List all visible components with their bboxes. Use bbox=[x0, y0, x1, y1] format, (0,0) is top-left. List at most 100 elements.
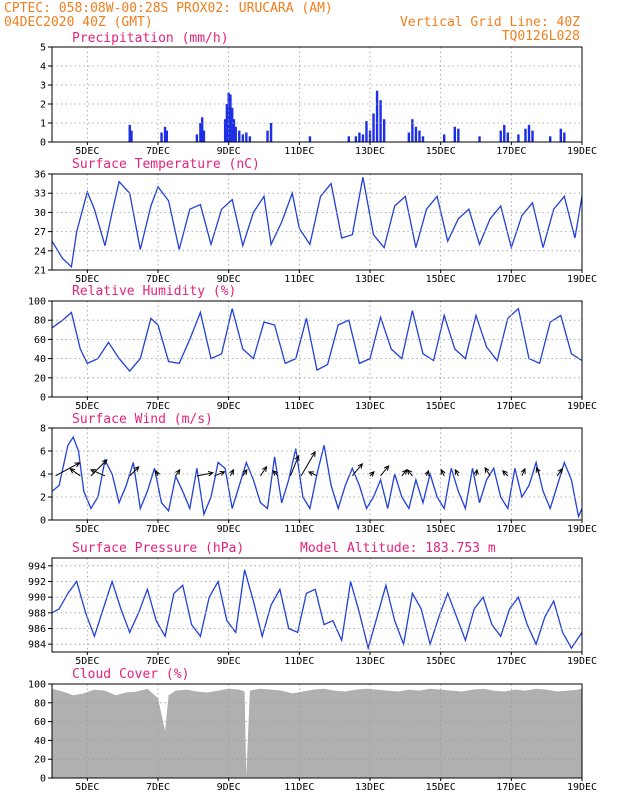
wind-arrow bbox=[484, 466, 491, 477]
header-location: CPTEC: 058:08W-00:28S PROX02: URUCARA (A… bbox=[4, 1, 333, 16]
precip-bar bbox=[248, 136, 252, 142]
panel-pressure: 984 986 988 990 992 994 5DEC 7DEC 9DEC 11DEC 13DEC… bbox=[28, 557, 597, 667]
precip-bar bbox=[232, 119, 236, 142]
precip-bar bbox=[160, 132, 163, 142]
x-tick-label: 13DEC bbox=[355, 401, 385, 412]
wind-arrow bbox=[556, 467, 563, 477]
y-tick-label: 60 bbox=[34, 335, 46, 346]
precip-bar bbox=[418, 130, 421, 142]
wind-series-line bbox=[51, 435, 583, 519]
y-tick-label: 990 bbox=[28, 593, 46, 604]
wind-arrow bbox=[406, 468, 413, 477]
x-tick-label: 17DEC bbox=[496, 274, 526, 285]
y-tick-label: 40 bbox=[34, 736, 46, 747]
y-tick-label: 20 bbox=[34, 755, 46, 766]
y-tick-label: 8 bbox=[40, 424, 46, 435]
precip-bar bbox=[241, 134, 244, 142]
x-tick-label: 17DEC bbox=[496, 401, 526, 412]
x-tick-label: 7DEC bbox=[146, 782, 170, 793]
precip-bar bbox=[368, 130, 372, 142]
y-tick-label: 27 bbox=[34, 227, 46, 238]
y-tick-label: 986 bbox=[28, 624, 46, 635]
wind-arrow bbox=[300, 450, 316, 477]
x-tick-label: 11DEC bbox=[284, 274, 314, 285]
x-tick-label: 11DEC bbox=[284, 146, 314, 157]
precipitation-frame bbox=[51, 46, 583, 143]
y-tick-label: 30 bbox=[34, 208, 46, 219]
x-tick-label: 17DEC bbox=[496, 524, 526, 535]
x-tick-label: 15DEC bbox=[426, 656, 456, 667]
precip-bar bbox=[407, 132, 411, 142]
precip-bar bbox=[200, 117, 204, 142]
precip-bar bbox=[414, 126, 418, 142]
y-tick-label: 100 bbox=[28, 680, 46, 691]
y-tick-label: 21 bbox=[34, 266, 46, 277]
y-tick-label: 0 bbox=[40, 774, 46, 785]
x-tick-label: 11DEC bbox=[284, 401, 314, 412]
panel-temperature: 21 24 27 30 33 36 5DEC 7DEC 9DEC 11DEC 13DEC 15DEC 1… bbox=[34, 170, 597, 286]
y-tick-label: 1 bbox=[40, 119, 46, 130]
wind-arrow bbox=[290, 454, 300, 477]
x-tick-label: 17DEC bbox=[496, 656, 526, 667]
x-tick-label: 19DEC bbox=[567, 146, 597, 157]
x-tick-label: 17DEC bbox=[496, 146, 526, 157]
panel-humidity: 0 20 40 60 80 100 5DEC 7DEC 9DEC 11DEC 13DEC 15DEC 1… bbox=[28, 297, 597, 413]
wind-arrow bbox=[380, 464, 390, 477]
wind-arrow bbox=[454, 468, 460, 477]
precip-bar bbox=[527, 124, 531, 142]
x-tick-label: 17DEC bbox=[496, 782, 526, 793]
x-tick-label: 7DEC bbox=[146, 656, 170, 667]
precip-bar bbox=[379, 100, 382, 142]
precip-bar bbox=[231, 107, 234, 142]
panel-title-cloud-cover: Cloud Cover (%) bbox=[72, 667, 189, 682]
precip-bar bbox=[347, 136, 350, 142]
x-tick-label: 11DEC bbox=[284, 656, 314, 667]
precip-bar bbox=[421, 136, 425, 142]
x-tick-label: 19DEC bbox=[567, 401, 597, 412]
y-tick-label: 4 bbox=[40, 62, 46, 73]
x-tick-label: 13DEC bbox=[355, 782, 385, 793]
wind-arrow bbox=[196, 471, 214, 477]
precip-bar bbox=[549, 136, 552, 142]
x-tick-label: 5DEC bbox=[75, 274, 99, 285]
x-tick-label: 9DEC bbox=[217, 782, 241, 793]
x-tick-label: 5DEC bbox=[75, 782, 99, 793]
x-tick-label: 9DEC bbox=[217, 656, 241, 667]
precip-bar bbox=[563, 132, 566, 142]
wind-arrow bbox=[89, 469, 106, 477]
x-tick-label: 13DEC bbox=[355, 146, 385, 157]
x-tick-label: 13DEC bbox=[355, 274, 385, 285]
x-tick-label: 11DEC bbox=[284, 524, 314, 535]
precip-bar bbox=[128, 124, 131, 142]
x-tick-label: 13DEC bbox=[355, 656, 385, 667]
wind-arrow bbox=[473, 468, 479, 476]
header-model: TQ0126L028 bbox=[502, 29, 580, 44]
x-tick-label: 15DEC bbox=[426, 782, 456, 793]
panel-title-humidity: Relative Humidity (%) bbox=[72, 284, 236, 299]
wind-arrow bbox=[369, 471, 375, 477]
y-tick-label: 3 bbox=[40, 81, 46, 92]
wind-arrow bbox=[129, 466, 140, 477]
precip-bar bbox=[308, 136, 312, 142]
header-run-date: 04DEC2020 40Z (GMT) bbox=[4, 15, 153, 30]
humidity-series-line bbox=[51, 307, 583, 373]
precip-bar bbox=[229, 94, 232, 142]
precip-bar bbox=[559, 128, 562, 142]
precip-bar bbox=[165, 130, 169, 142]
precip-bar bbox=[382, 119, 386, 142]
y-tick-label: 992 bbox=[28, 577, 46, 588]
cloud-cover-area bbox=[52, 688, 582, 778]
y-tick-label: 20 bbox=[34, 373, 46, 384]
pressure-frame bbox=[51, 557, 583, 653]
panel-cloud-cover: 0 20 40 60 80 100 5DEC 7DEC 9DEC 11DEC 13DEC 15DEC 1… bbox=[28, 680, 597, 794]
precip-bar bbox=[358, 132, 361, 142]
x-tick-label: 13DEC bbox=[355, 524, 385, 535]
wind-arrow bbox=[229, 468, 234, 477]
x-tick-label: 9DEC bbox=[217, 146, 241, 157]
precip-bar bbox=[195, 134, 199, 142]
wind-arrow bbox=[501, 470, 509, 477]
precip-bar bbox=[227, 92, 230, 142]
wind-arrow bbox=[535, 466, 541, 477]
cloud-cover-frame bbox=[51, 683, 583, 779]
